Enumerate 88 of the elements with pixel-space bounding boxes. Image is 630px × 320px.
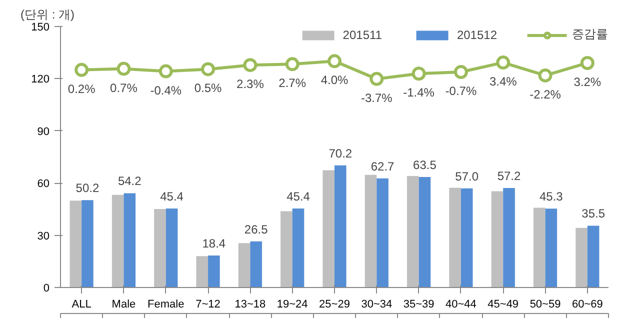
x-tick-label: 40~44	[446, 298, 476, 310]
data-label: 26.5	[244, 222, 268, 236]
y-tick-label: 150	[31, 22, 50, 34]
data-label: 70.2	[328, 146, 352, 160]
data-label: 45.3	[539, 190, 564, 204]
point	[370, 72, 384, 86]
bar	[280, 211, 292, 288]
x-tick-label: Female	[148, 298, 184, 310]
point	[538, 68, 552, 82]
data-label: 3.4%	[489, 74, 518, 89]
bar	[491, 191, 504, 288]
data-label: 0.5%	[194, 81, 222, 96]
point	[201, 62, 216, 76]
bar	[418, 177, 431, 288]
bar	[238, 243, 250, 288]
data-label: 63.5	[413, 158, 437, 172]
data-label: 57.0	[455, 169, 479, 184]
data-label: 57.2	[497, 168, 522, 183]
point	[158, 64, 173, 78]
point	[412, 66, 426, 81]
data-label: -0.7%	[445, 84, 477, 98]
bar	[112, 194, 124, 288]
y-axis-title: (단위 : 개)	[20, 8, 74, 22]
bar	[334, 165, 346, 288]
point	[580, 56, 594, 70]
bar	[322, 170, 334, 288]
x-tick-label: 13~18	[234, 298, 266, 310]
data-label: 0.2%	[68, 82, 96, 96]
legend-label: 201512	[456, 28, 497, 42]
x-tick-label: ALL	[72, 298, 92, 310]
data-label: -3.7%	[360, 90, 393, 105]
x-tick-label: 19~24	[276, 298, 308, 310]
bar	[533, 208, 546, 288]
bar	[196, 256, 208, 288]
data-label: 54.2	[118, 174, 142, 188]
data-label: 62.7	[370, 159, 395, 174]
y-tick-label: 30	[37, 230, 50, 242]
data-label: -2.2%	[530, 87, 562, 102]
point	[328, 54, 342, 68]
bar	[376, 178, 388, 288]
data-label: 35.5	[582, 206, 606, 221]
point	[74, 62, 89, 77]
y-tick-label: 0	[43, 282, 50, 294]
data-label: 18.4	[202, 236, 226, 250]
x-tick-label: Male	[112, 298, 136, 310]
data-label: 50.2	[76, 181, 100, 196]
data-label: -0.4%	[150, 83, 182, 98]
point	[285, 57, 300, 72]
x-tick-label: 30~34	[361, 298, 392, 310]
point	[243, 58, 258, 72]
legend-label: 201511	[342, 28, 382, 42]
bar	[449, 188, 461, 288]
y-tick-label: 90	[37, 126, 50, 138]
data-label: 0.7%	[110, 80, 138, 95]
bar	[292, 208, 304, 288]
bar	[407, 176, 419, 288]
bar	[364, 174, 377, 288]
bar	[82, 200, 94, 288]
bar	[250, 241, 262, 288]
bar	[70, 200, 82, 288]
x-tick-label: 50~59	[530, 298, 561, 310]
legend-label: 증감률	[572, 26, 608, 43]
data-label: 4.0%	[320, 73, 349, 88]
data-label: 2.3%	[236, 77, 264, 92]
bar	[208, 255, 220, 288]
bar	[124, 193, 136, 288]
y-tick-label: 60	[37, 178, 50, 190]
point	[454, 65, 468, 79]
bar	[460, 188, 473, 288]
x-tick-label: 7~12	[196, 298, 220, 310]
x-tick-label: 25~29	[319, 298, 350, 310]
data-label: 2.7%	[278, 76, 306, 90]
point	[496, 56, 510, 70]
bar	[154, 209, 166, 288]
bar	[503, 188, 515, 288]
data-label: 3.2%	[574, 74, 602, 89]
y-tick-label: 120	[31, 74, 50, 86]
point	[116, 62, 131, 76]
data-label: 45.4	[286, 190, 310, 204]
data-label: -1.4%	[403, 86, 435, 100]
x-tick-label: 60~69	[572, 298, 603, 310]
data-label: 45.4	[160, 190, 184, 204]
bar	[166, 208, 178, 288]
x-tick-label: 45~49	[488, 298, 519, 310]
bar	[576, 228, 588, 288]
x-tick-label: 35~39	[403, 298, 434, 310]
bar	[587, 226, 600, 288]
bar	[545, 208, 558, 288]
